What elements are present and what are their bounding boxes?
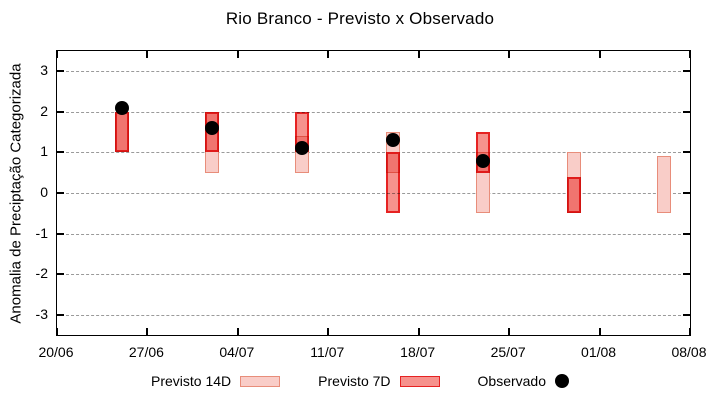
legend-item-previsto-7d: Previsto 7D [318, 373, 440, 389]
legend-label-previsto-14d: Previsto 14D [151, 373, 232, 389]
x-tick-label: 08/08 [671, 344, 707, 360]
bar-previsto-7d [385, 152, 400, 214]
x-tick-mark-top [598, 51, 601, 58]
y-tick-label: 0 [40, 184, 48, 200]
x-tick-label: 11/07 [310, 344, 345, 360]
legend-swatch-previsto-7d-icon [399, 375, 440, 387]
y-tick-mark-right [683, 110, 690, 113]
bar-previsto-7d [114, 111, 129, 153]
bar-previsto-14d [657, 156, 672, 214]
y-tick-mark-left [57, 313, 64, 316]
x-tick-mark-bottom [417, 328, 420, 335]
y-tick-label: -3 [35, 305, 48, 322]
legend-label-previsto-7d: Previsto 7D [318, 373, 391, 389]
x-tick-mark-top [146, 51, 149, 58]
y-tick-label: -2 [35, 265, 48, 282]
x-tick-mark-bottom [508, 328, 511, 335]
y-tick-mark-left [57, 151, 64, 154]
legend-label-observado: Observado [477, 373, 546, 389]
observed-dot [385, 133, 400, 148]
gridline-y-0 [61, 193, 686, 194]
gridline-y--3 [61, 314, 686, 316]
gridline-y-2 [61, 111, 686, 113]
y-tick-label: 2 [40, 102, 48, 119]
y-tick-mark-left [57, 192, 64, 194]
legend: Previsto 14D Previsto 7D Observado [0, 370, 720, 392]
y-tick-mark-right [683, 273, 690, 276]
x-tick-mark-bottom [327, 328, 330, 335]
y-tick-mark-left [57, 70, 64, 73]
y-tick-mark-left [57, 232, 64, 235]
x-tick-label: 27/06 [128, 344, 164, 360]
x-tick-label: 04/07 [219, 344, 255, 360]
x-tick-label: 20/06 [38, 344, 74, 360]
x-tick-mark-bottom [598, 328, 601, 335]
x-tick-mark-top [56, 51, 58, 58]
y-tick-mark-right [683, 70, 690, 73]
x-tick-mark-bottom [146, 328, 149, 335]
x-tick-mark-top [417, 51, 420, 58]
y-tick-label: -1 [35, 224, 48, 241]
x-tick-mark-top [236, 51, 239, 58]
observed-dot [205, 121, 220, 136]
x-tick-mark-top [689, 51, 691, 58]
chart-title: Rio Branco - Previsto x Observado [225, 9, 495, 28]
observed-dot [114, 100, 129, 115]
x-tick-mark-top [508, 51, 511, 58]
x-tick-label: 18/07 [400, 344, 436, 360]
y-tick-mark-right [683, 192, 690, 194]
y-tick-mark-right [683, 151, 690, 154]
y-tick-mark-left [57, 273, 64, 276]
gridline-y-1 [61, 152, 686, 154]
observed-dot [295, 141, 310, 156]
legend-observed-dot-icon [555, 374, 569, 388]
legend-item-observado: Observado [478, 373, 569, 389]
gridline-y--2 [61, 274, 686, 276]
plot-area [56, 50, 691, 336]
y-tick-mark-right [683, 313, 690, 316]
bar-previsto-7d [566, 176, 581, 214]
gridline-y--1 [61, 233, 686, 235]
legend-item-previsto-14d: Previsto 14D [151, 373, 281, 389]
y-tick-label: 3 [40, 62, 48, 79]
y-tick-mark-right [683, 232, 690, 235]
x-tick-mark-bottom [56, 328, 58, 335]
y-tick-mark-left [57, 110, 64, 113]
x-tick-mark-top [327, 51, 330, 58]
x-tick-mark-bottom [689, 328, 691, 335]
legend-swatch-previsto-14d-icon [240, 375, 281, 387]
gridline-y-3 [61, 71, 686, 73]
x-tick-mark-bottom [236, 328, 239, 335]
x-tick-label: 25/07 [490, 344, 526, 360]
y-tick-label: 1 [40, 143, 48, 160]
observed-dot [476, 153, 491, 168]
x-tick-label: 01/08 [581, 344, 617, 360]
